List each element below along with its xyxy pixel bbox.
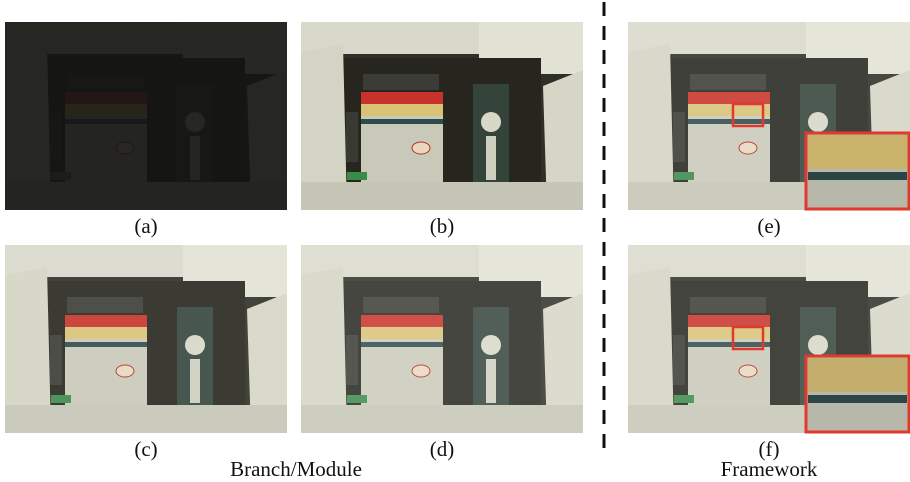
figure: (a) (b) (c) (d) (e) (f) Branch/Module Fr… [0, 0, 910, 482]
panel-label: (b) [430, 214, 455, 238]
panel-label: (a) [134, 214, 157, 238]
image-a-content [5, 22, 287, 210]
inset-stripe [808, 172, 907, 180]
panel-label: (e) [757, 214, 780, 238]
panel-label: (c) [134, 437, 157, 461]
panel-label: (d) [430, 437, 455, 461]
image-d [301, 245, 583, 433]
image-c [5, 245, 287, 433]
inset-yellow [808, 358, 907, 392]
inset-stripe [808, 395, 907, 403]
image-b [301, 22, 583, 210]
group-label: Framework [721, 457, 818, 481]
group-label: Branch/Module [230, 457, 362, 481]
inset-yellow [808, 135, 907, 169]
